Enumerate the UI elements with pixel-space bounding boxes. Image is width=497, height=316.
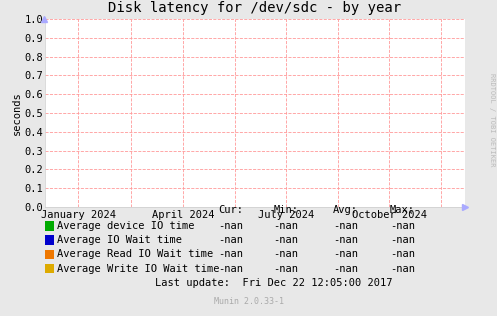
Text: -nan: -nan	[219, 235, 244, 245]
Text: Avg:: Avg:	[333, 205, 358, 215]
Text: -nan: -nan	[273, 249, 298, 259]
Text: -nan: -nan	[390, 235, 415, 245]
Text: -nan: -nan	[219, 221, 244, 231]
Text: -nan: -nan	[273, 235, 298, 245]
Y-axis label: seconds: seconds	[12, 91, 22, 135]
Text: Average Read IO Wait time: Average Read IO Wait time	[57, 249, 213, 259]
Text: -nan: -nan	[273, 264, 298, 274]
Text: -nan: -nan	[273, 221, 298, 231]
Text: -nan: -nan	[333, 249, 358, 259]
Text: Munin 2.0.33-1: Munin 2.0.33-1	[214, 297, 283, 306]
Text: -nan: -nan	[390, 264, 415, 274]
Text: -nan: -nan	[219, 264, 244, 274]
Text: -nan: -nan	[333, 264, 358, 274]
Text: Min:: Min:	[273, 205, 298, 215]
Text: Max:: Max:	[390, 205, 415, 215]
Text: Last update:  Fri Dec 22 12:05:00 2017: Last update: Fri Dec 22 12:05:00 2017	[155, 278, 392, 288]
Text: RRDTOOL / TOBI OETIKER: RRDTOOL / TOBI OETIKER	[489, 73, 495, 167]
Text: Average device IO time: Average device IO time	[57, 221, 195, 231]
Text: -nan: -nan	[390, 221, 415, 231]
Text: Average IO Wait time: Average IO Wait time	[57, 235, 182, 245]
Text: -nan: -nan	[219, 249, 244, 259]
Text: -nan: -nan	[333, 221, 358, 231]
Title: Disk latency for /dev/sdc - by year: Disk latency for /dev/sdc - by year	[108, 1, 401, 15]
Text: Cur:: Cur:	[219, 205, 244, 215]
Text: -nan: -nan	[333, 235, 358, 245]
Text: Average Write IO Wait time: Average Write IO Wait time	[57, 264, 220, 274]
Text: -nan: -nan	[390, 249, 415, 259]
